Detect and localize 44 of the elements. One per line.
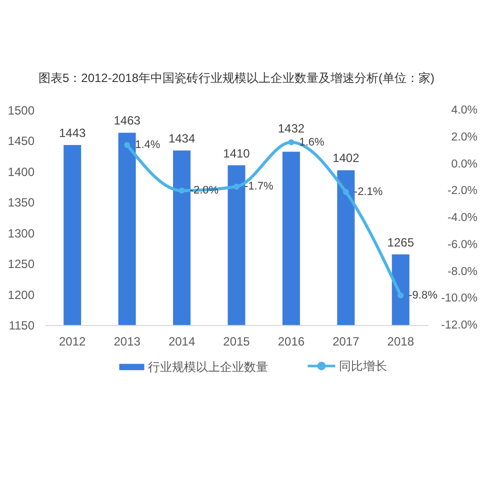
data-label: -2.0%	[190, 184, 219, 197]
y2-tick-label: 0.0%	[451, 158, 478, 170]
y-tick-label: 1500	[8, 104, 35, 118]
data-label: 1443	[59, 126, 86, 140]
data-label: 1410	[223, 146, 250, 160]
y2-tick-label: -12.0%	[441, 320, 478, 332]
y2-tick-label: -8.0%	[447, 266, 478, 278]
data-label: 1434	[168, 132, 196, 146]
x-tick-label: 2017	[332, 334, 360, 348]
data-label: 1265	[387, 235, 414, 250]
x-tick-label: 2015	[223, 334, 250, 348]
y-tick-label: 1200	[8, 288, 35, 302]
y-tick-label: 1400	[8, 164, 35, 179]
y-tick-label: 1250	[8, 257, 35, 272]
x-tick-label: 2012	[59, 334, 86, 348]
x-tick-label: 2016	[278, 334, 305, 348]
y-tick-label: 1450	[8, 134, 35, 148]
chart-title: 图表5：2012-2018年中国瓷砖行业规模以上企业数量及增速分析(单位：家)	[38, 71, 435, 85]
data-label: 1.4%	[135, 138, 160, 151]
x-tick-label: 2018	[387, 334, 414, 348]
point	[342, 188, 349, 195]
point	[178, 188, 185, 194]
legend-label: 同比增长	[339, 359, 387, 373]
y-tick-label: 1300	[8, 226, 35, 240]
legend-label: 行业规模以上企业数量	[148, 360, 268, 374]
y2-tick-label: -4.0%	[447, 212, 478, 224]
point	[288, 139, 294, 146]
y2-tick-label: -2.0%	[447, 185, 478, 198]
data-label: -1.7%	[244, 180, 274, 193]
x-tick-label: 2013	[114, 334, 141, 348]
y-tick-label: 1350	[8, 196, 35, 210]
point	[124, 142, 130, 148]
y2-tick-label: 2.0%	[451, 131, 478, 144]
y-tick-label: 1150	[8, 318, 35, 332]
data-label: 1463	[114, 114, 141, 128]
data-label: 1402	[332, 151, 360, 166]
y2-tick-label: -10.0%	[441, 292, 478, 305]
y2-tick-label: -6.0%	[447, 238, 478, 251]
data-label: 1.6%	[299, 136, 325, 148]
x-tick-label: 2014	[168, 334, 196, 348]
y2-tick-label: 4.0%	[451, 104, 478, 116]
point	[234, 184, 240, 190]
point	[398, 292, 404, 298]
data-label: 1432	[278, 121, 305, 136]
